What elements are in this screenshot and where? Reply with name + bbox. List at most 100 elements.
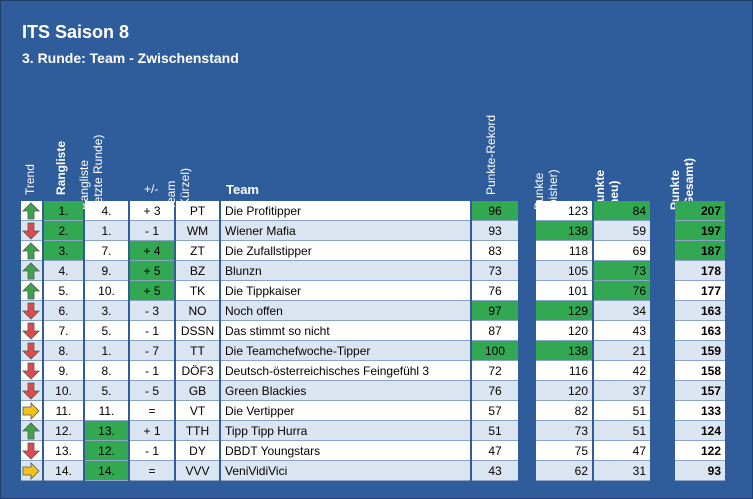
bisher-cell: 101 <box>536 281 592 301</box>
bisher-cell: 120 <box>536 321 592 341</box>
neu-cell: 51 <box>594 421 650 441</box>
team-name-cell: Das stimmt so nicht <box>221 321 470 341</box>
rang-cell: 3. <box>44 241 83 261</box>
rekord-cell: 76 <box>472 281 518 301</box>
trend-cell <box>21 301 42 321</box>
letzte-rang-cell: 12. <box>85 441 128 461</box>
neu-cell: 51 <box>594 401 650 421</box>
letzte-rang-cell: 1. <box>85 221 128 241</box>
trend-down-arrow-icon <box>22 382 40 400</box>
neu-cell: 21 <box>594 341 650 361</box>
letzte-rang-cell: 8. <box>85 361 128 381</box>
team-name-cell: Die Zufallstipper <box>221 241 470 261</box>
table-row: 8. 1. - 7 TT Die Teamchefwoche-Tipper 100 138 2… <box>1 341 752 361</box>
table-row: 1. 4. + 3 PT Die Profitipper 96 123 84 207 <box>1 201 752 221</box>
bisher-cell: 73 <box>536 421 592 441</box>
plusminus-cell: = <box>130 401 174 421</box>
header-rekord: Punkte-Rekord <box>484 114 498 195</box>
neu-cell: 42 <box>594 361 650 381</box>
trend-up-arrow-icon <box>22 262 40 280</box>
plusminus-cell: + 5 <box>130 261 174 281</box>
gesamt-cell: 207 <box>675 201 725 221</box>
plusminus-cell: + 3 <box>130 201 174 221</box>
kuerzel-cell: DY <box>176 441 219 461</box>
header-gesamt: Punkte (Gesamt) <box>668 140 696 210</box>
neu-cell: 73 <box>594 261 650 281</box>
plusminus-cell: - 1 <box>130 321 174 341</box>
letzte-rang-cell: 10. <box>85 281 128 301</box>
gesamt-cell: 163 <box>675 321 725 341</box>
table-row: 11. 11. = VT Die Vertipper 57 82 51 133 <box>1 401 752 421</box>
plusminus-cell: + 5 <box>130 281 174 301</box>
plusminus-cell: - 1 <box>130 361 174 381</box>
team-name-cell: VeniVidiVici <box>221 461 470 481</box>
plusminus-cell: - 5 <box>130 381 174 401</box>
bisher-cell: 105 <box>536 261 592 281</box>
rang-cell: 5. <box>44 281 83 301</box>
header-rangliste-letzte: Rangliste (letzte Runde) <box>77 130 105 210</box>
team-name-cell: Die Profitipper <box>221 201 470 221</box>
trend-cell <box>21 201 42 221</box>
rekord-cell: 87 <box>472 321 518 341</box>
table-row: 13. 12. - 1 DY DBDT Youngstars 47 75 47 122 <box>1 441 752 461</box>
trend-cell <box>21 421 42 441</box>
team-name-cell: Blunzn <box>221 261 470 281</box>
rekord-cell: 57 <box>472 401 518 421</box>
gesamt-cell: 93 <box>675 461 725 481</box>
neu-cell: 34 <box>594 301 650 321</box>
page-subtitle: 3. Runde: Team - Zwischenstand <box>22 50 239 66</box>
trend-down-arrow-icon <box>22 342 40 360</box>
table-row: 14. 14. = VVV VeniVidiVici 43 62 31 93 <box>1 461 752 481</box>
gesamt-cell: 197 <box>675 221 725 241</box>
rekord-cell: 100 <box>472 341 518 361</box>
rang-cell: 14. <box>44 461 83 481</box>
rang-cell: 9. <box>44 361 83 381</box>
rang-cell: 8. <box>44 341 83 361</box>
letzte-rang-cell: 1. <box>85 341 128 361</box>
trend-up-arrow-icon <box>22 282 40 300</box>
letzte-rang-cell: 11. <box>85 401 128 421</box>
letzte-rang-cell: 13. <box>85 421 128 441</box>
trend-up-arrow-icon <box>22 202 40 220</box>
kuerzel-cell: ZT <box>176 241 219 261</box>
trend-right-arrow-icon <box>22 462 40 480</box>
kuerzel-cell: NO <box>176 301 219 321</box>
table-row: 4. 9. + 5 BZ Blunzn 73 105 73 178 <box>1 261 752 281</box>
plusminus-cell: - 1 <box>130 441 174 461</box>
gesamt-cell: 133 <box>675 401 725 421</box>
plusminus-cell: + 1 <box>130 421 174 441</box>
letzte-rang-cell: 9. <box>85 261 128 281</box>
trend-up-arrow-icon <box>22 242 40 260</box>
bisher-cell: 138 <box>536 221 592 241</box>
trend-up-arrow-icon <box>22 422 40 440</box>
trend-down-arrow-icon <box>22 222 40 240</box>
kuerzel-cell: DÖF3 <box>176 361 219 381</box>
trend-cell <box>21 441 42 461</box>
bisher-cell: 116 <box>536 361 592 381</box>
bisher-cell: 129 <box>536 301 592 321</box>
trend-cell <box>21 361 42 381</box>
team-name-cell: Noch offen <box>221 301 470 321</box>
team-name-cell: Die Tippkaiser <box>221 281 470 301</box>
team-name-cell: Die Vertipper <box>221 401 470 421</box>
rekord-cell: 51 <box>472 421 518 441</box>
kuerzel-cell: PT <box>176 201 219 221</box>
rekord-cell: 43 <box>472 461 518 481</box>
table-row: 7. 5. - 1 DSSN Das stimmt so nicht 87 120 43 163 <box>1 321 752 341</box>
trend-cell <box>21 401 42 421</box>
trend-down-arrow-icon <box>22 322 40 340</box>
kuerzel-cell: GB <box>176 381 219 401</box>
kuerzel-cell: TTH <box>176 421 219 441</box>
letzte-rang-cell: 7. <box>85 241 128 261</box>
plusminus-cell: - 3 <box>130 301 174 321</box>
gesamt-cell: 158 <box>675 361 725 381</box>
page-title: ITS Saison 8 <box>22 22 130 42</box>
header-trend: Trend <box>23 164 37 195</box>
plusminus-cell: - 1 <box>130 221 174 241</box>
team-name-cell: Die Teamchefwoche-Tipper <box>221 341 470 361</box>
team-name-cell: Deutsch-österreichisches Feingefühl 3 <box>221 361 470 381</box>
rekord-cell: 73 <box>472 261 518 281</box>
rekord-cell: 96 <box>472 201 518 221</box>
kuerzel-cell: VT <box>176 401 219 421</box>
gesamt-cell: 157 <box>675 381 725 401</box>
